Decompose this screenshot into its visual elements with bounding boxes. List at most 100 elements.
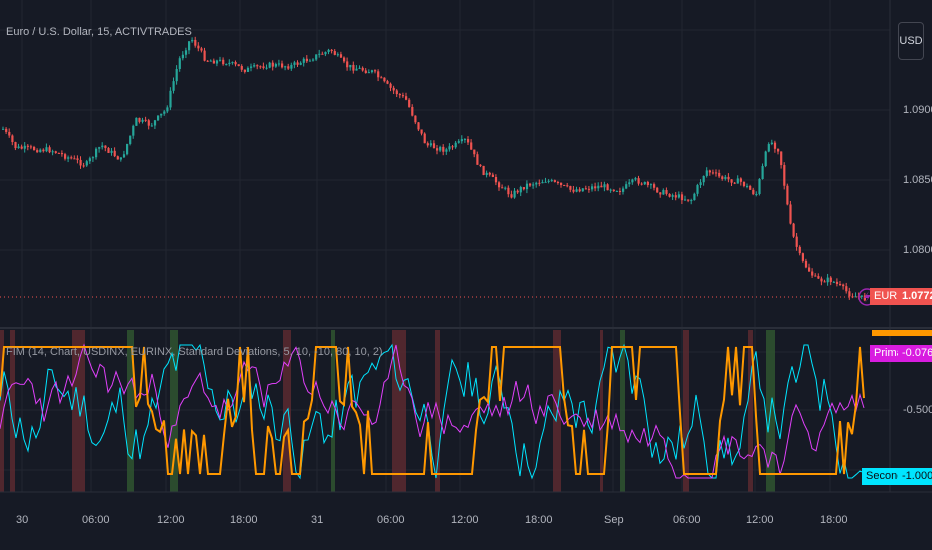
candle-body [271,62,274,67]
candle-body [11,135,14,143]
candle-body [646,181,649,186]
signal-zone [72,330,85,492]
candle-body [215,60,219,64]
candle-body [355,68,358,71]
candle-body [832,281,835,283]
secondary-value: -1.00000 [898,468,932,485]
candle-body [479,164,482,166]
candle-body [212,60,215,64]
candle-body [321,53,324,55]
candle-body [730,179,733,183]
candle-body [48,147,51,153]
candle-body [671,195,674,197]
candle-body [848,291,851,297]
candle-body [538,182,541,184]
indicator-title[interactable]: FIM (14, Chart, USDINX, EURINX, Standard… [6,346,383,358]
candle-body [70,157,73,159]
candle-body [708,170,711,173]
candle-body [504,187,507,189]
signal-zone [748,330,753,492]
candle-body [553,180,556,182]
candle-body [454,142,457,148]
candle-body [110,150,113,153]
candle-body [711,172,715,174]
candle-body [392,87,395,91]
symbol-title[interactable]: Euro / U.S. Dollar, 15, ACTIVTRADES [6,26,192,38]
candle-body [76,158,79,160]
candle-body [755,193,758,195]
candle-body [560,182,563,186]
signal-zone [392,330,406,492]
candle-body [792,223,795,237]
candle-body [668,193,671,197]
candle-body [318,53,321,55]
candle-body [739,178,742,182]
candle-body [308,60,312,62]
candle-body [277,63,281,65]
candle-body [860,295,863,297]
candle-body [606,184,609,191]
candle-body [423,133,426,144]
candle-body [51,151,54,153]
candle-body [98,147,101,149]
candle-body [426,143,429,146]
candle-body [811,271,814,276]
candle-body [587,188,591,190]
candle-body [408,99,411,107]
candle-body [370,70,374,73]
candle-body [541,182,544,184]
candle-body [696,185,699,194]
candle-body [795,236,798,247]
candle-body [631,179,634,183]
candle-body [612,189,615,192]
candle-body [516,190,519,193]
candle-body [91,157,95,159]
candle-body [733,182,736,184]
candle-body [659,192,662,195]
candle-body [163,111,166,114]
candle-body [801,253,804,261]
candle-body [305,58,308,62]
candle-body [243,69,246,72]
candle-body [237,64,240,67]
candle-body [200,48,203,51]
candle-body [690,200,693,202]
candle-body [274,64,277,67]
candle-body [736,178,739,184]
time-tick: 18:00 [820,514,848,526]
candle-body [315,54,318,60]
candle-body [622,188,625,192]
candle-body [160,113,163,116]
candle-body [138,117,141,122]
candle-body [721,176,724,179]
candle-body [147,120,150,126]
candle-body [188,41,191,51]
candle-body [618,190,622,192]
candle-body [82,165,85,167]
candle-body [116,156,119,160]
candle-body [491,174,494,177]
candle-body [343,57,346,62]
candle-body [770,142,773,145]
candle-body [225,64,228,66]
time-tick: 12:00 [157,514,185,526]
candle-body [752,189,755,195]
time-tick: 18:00 [525,514,553,526]
candle-body [346,61,349,68]
time-tick: 06:00 [673,514,701,526]
candle-body [820,278,823,282]
candle-body [786,185,789,205]
currency-button[interactable]: USD [898,22,924,60]
candle-body [513,190,516,198]
candle-body [414,115,417,123]
signal-zone [331,330,335,492]
signal-zone [600,330,603,492]
candle-body [349,64,352,68]
candle-body [835,281,839,284]
candle-body [33,146,36,151]
candle-body [144,119,147,121]
candle-body [715,172,718,174]
candle-body [615,190,618,192]
